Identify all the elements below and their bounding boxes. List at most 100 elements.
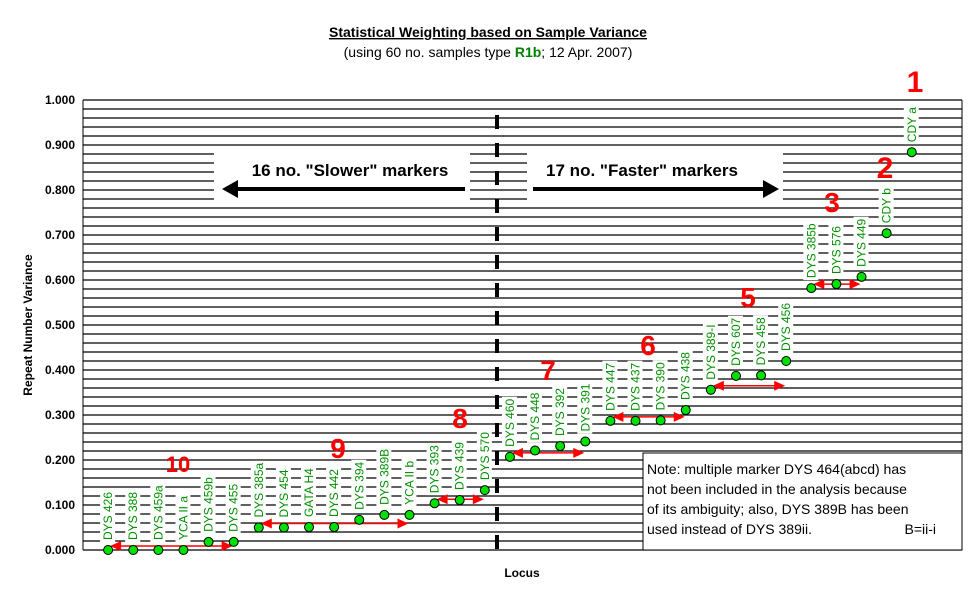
- point-label: YCA II a: [175, 493, 191, 542]
- point-label-text: DYS 455: [227, 484, 241, 532]
- point-label-text: DYS 454: [277, 469, 291, 517]
- label-background: [702, 322, 718, 382]
- point-label-text: DYS 576: [829, 226, 843, 274]
- arrow-left-icon: [110, 541, 122, 551]
- point-label: DYS 389B: [376, 446, 392, 507]
- point-label: GATA H4: [301, 466, 317, 520]
- data-points: [103, 147, 917, 555]
- label-background: [250, 460, 266, 520]
- faster-annotation: 17 no. "Faster" markers: [527, 152, 783, 200]
- y-tick-label: 1.000: [45, 93, 75, 107]
- data-point: [856, 271, 867, 282]
- arrow-right-icon: [472, 494, 484, 505]
- arrow-right-icon: [774, 380, 786, 391]
- point-label: DYS 456: [778, 300, 794, 353]
- arrow-left-icon: [612, 411, 624, 422]
- label-background: [301, 466, 317, 520]
- point-label: YCA II b: [401, 458, 417, 507]
- label-background: [677, 350, 693, 403]
- data-point: [881, 228, 892, 239]
- point-label: DYS 385b: [803, 221, 819, 281]
- arrow-right-icon: [397, 518, 409, 529]
- label-background: [803, 221, 819, 281]
- point-label: DYS 607: [727, 315, 743, 368]
- label-background: [476, 430, 492, 483]
- data-point: [404, 509, 415, 520]
- point-label: DYS 576: [828, 224, 844, 277]
- group-annotations: 10 9 8 7 6 5 3 2 1: [110, 66, 923, 551]
- group-number: 9: [330, 433, 346, 464]
- point-label-text: DYS 438: [679, 352, 693, 400]
- point-label-text: YCA II b: [402, 461, 416, 505]
- subtitle-part: (using 60 no. samples type: [344, 44, 515, 60]
- label-background: [351, 459, 367, 512]
- y-tick-label: 0.800: [45, 183, 75, 197]
- label-background: [853, 216, 869, 269]
- label-background: [652, 360, 668, 413]
- slower-label: 16 no. "Slower" markers: [252, 161, 449, 180]
- point-label-text: DYS 439: [453, 442, 467, 490]
- point-labels: DYS 426 DYS 388 DYS 459a YCA II a DYS 459b DY…: [100, 105, 919, 542]
- group-number: 3: [824, 187, 840, 218]
- label-background: [778, 300, 794, 353]
- data-point: [504, 451, 515, 462]
- label-background: [150, 483, 166, 542]
- label-background: [326, 467, 342, 520]
- data-point: [103, 545, 114, 555]
- label-background: [627, 360, 643, 413]
- arrow-left-icon: [813, 279, 825, 290]
- point-label-text: GATA H4: [302, 468, 316, 517]
- note-line: not been included in the analysis becaus…: [647, 481, 907, 497]
- point-label-text: DYS 458: [754, 317, 768, 365]
- point-label-text: DYS 460: [503, 398, 517, 446]
- faster-label: 17 no. "Faster" markers: [546, 161, 738, 180]
- group-number: 8: [452, 403, 468, 434]
- data-point: [253, 522, 264, 533]
- note-line: of its ambiguity; also, DYS 389B has bee…: [647, 501, 908, 517]
- point-label-text: YCA II a: [176, 496, 190, 540]
- data-point: [454, 495, 465, 506]
- label-background: [401, 458, 417, 507]
- point-label: DYS 449: [853, 216, 869, 269]
- data-point: [203, 536, 214, 547]
- label-background: [125, 489, 141, 542]
- note-line: used instead of DYS 389ii.: [647, 521, 812, 537]
- point-label: DYS 439: [451, 440, 467, 493]
- label-background: [753, 315, 769, 368]
- point-label: DYS 391: [577, 381, 593, 434]
- label-background: [501, 396, 517, 449]
- data-point: [304, 522, 315, 533]
- arrow-right-icon: [763, 180, 779, 198]
- point-label-text: DYS 426: [101, 492, 115, 540]
- point-label-text: DYS 390: [654, 362, 668, 410]
- data-point: [630, 415, 641, 426]
- y-axis-label: Repeat Number Variance: [21, 254, 35, 396]
- point-label-text: CDY a: [905, 107, 919, 142]
- y-tick-label: 0.900: [45, 138, 75, 152]
- point-label: CDY b: [878, 186, 894, 226]
- group-number: 2: [877, 152, 894, 185]
- point-label: DYS 389-I: [702, 322, 718, 382]
- point-label: DYS 454: [275, 467, 291, 520]
- label-background: [275, 467, 291, 520]
- label-background: [376, 446, 392, 507]
- point-label: DYS 448: [527, 390, 543, 443]
- arrow-left-icon: [222, 180, 238, 198]
- point-label: DYS 390: [652, 360, 668, 413]
- point-label-text: DYS 449: [855, 218, 869, 266]
- group-number: 6: [640, 330, 656, 361]
- data-point: [379, 509, 390, 520]
- data-point: [580, 436, 591, 447]
- point-label: DYS 570: [476, 430, 492, 483]
- point-label-text: DYS 447: [603, 362, 617, 410]
- point-label: DYS 393: [426, 443, 442, 496]
- point-label: DYS 385a: [250, 460, 266, 520]
- data-point: [705, 384, 716, 395]
- point-label-text: DYS 459b: [202, 477, 216, 532]
- point-label: DYS 459a: [150, 483, 166, 542]
- x-axis-label: Locus: [504, 566, 540, 580]
- point-label-text: DYS 389-I: [704, 324, 718, 379]
- y-tick-label: 0.100: [45, 498, 75, 512]
- label-background: [602, 360, 618, 413]
